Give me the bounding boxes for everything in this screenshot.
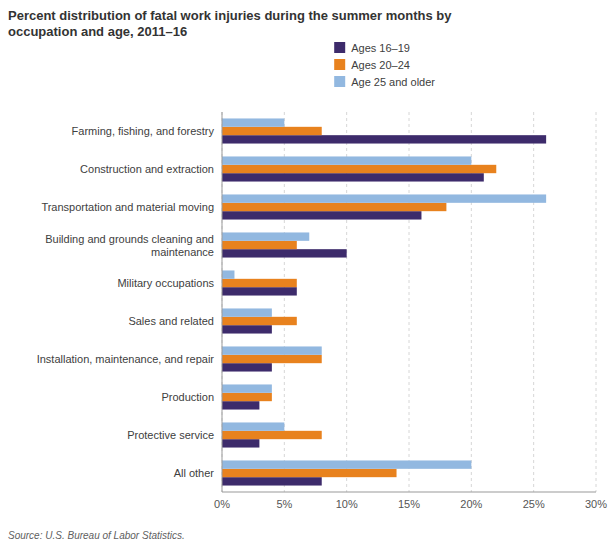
bar [222, 363, 272, 371]
text-line: Production [161, 391, 214, 403]
bar [222, 249, 347, 257]
bar [222, 317, 297, 325]
text-line: Building and grounds cleaning and [45, 233, 214, 245]
category-label: Construction and extraction [80, 163, 214, 175]
legend-label: Age 25 and older [351, 76, 435, 88]
bar [222, 431, 322, 439]
category-label: All other [174, 467, 215, 479]
bar [222, 173, 484, 181]
x-tick-label: 0% [214, 498, 230, 510]
chart-container: Percent distribution of fatal work injur… [0, 0, 613, 547]
text-line: Military occupations [117, 277, 214, 289]
x-tick-label: 5% [276, 498, 292, 510]
bar [222, 203, 446, 211]
category-label: Protective service [127, 429, 214, 441]
category-label: Production [161, 391, 214, 403]
bar [222, 165, 496, 173]
bar [222, 194, 546, 202]
chart-svg: Percent distribution of fatal work injur… [0, 0, 613, 547]
bar [222, 477, 322, 485]
bar [222, 156, 471, 164]
legend-swatch [334, 42, 345, 53]
bar [222, 355, 322, 363]
bar [222, 270, 234, 278]
text-line: Percent distribution of fatal work injur… [8, 8, 452, 23]
bar [222, 469, 397, 477]
bar [222, 325, 272, 333]
bar [222, 439, 259, 447]
category-label: Installation, maintenance, and repair [37, 353, 215, 365]
category-label: Military occupations [117, 277, 214, 289]
source: Source: U.S. Bureau of Labor Statistics. [8, 530, 185, 541]
bars [222, 118, 546, 485]
x-tick-label: 10% [336, 498, 358, 510]
grid-line [222, 112, 223, 492]
grid-line [533, 112, 534, 492]
legend-swatch [334, 76, 345, 87]
category-label: Transportation and material moving [41, 201, 214, 213]
bar [222, 127, 322, 135]
category-label: Building and grounds cleaning andmainten… [45, 233, 214, 258]
category-label: Sales and related [128, 315, 214, 327]
x-tick-label: 20% [460, 498, 482, 510]
text-line: Farming, fishing, and forestry [72, 125, 215, 137]
title: Percent distribution of fatal work injur… [8, 8, 452, 39]
legend-label: Ages 20–24 [351, 59, 410, 71]
text-line: maintenance [151, 246, 214, 258]
bar [222, 118, 284, 126]
category-label: Farming, fishing, and forestry [72, 125, 215, 137]
text-line: Protective service [127, 429, 214, 441]
text-line: Construction and extraction [80, 163, 214, 175]
legend: Ages 16–19 Ages 20–24 Age 25 and older [334, 42, 435, 88]
bar [222, 460, 471, 468]
grid [222, 112, 596, 492]
y-axis-line [222, 112, 223, 492]
bar [222, 279, 297, 287]
bar [222, 393, 272, 401]
bar [222, 401, 259, 409]
text-line: Installation, maintenance, and repair [37, 353, 215, 365]
text-line: Transportation and material moving [41, 201, 214, 213]
bar [222, 384, 272, 392]
bar [222, 211, 421, 219]
bar [222, 287, 297, 295]
bar [222, 241, 297, 249]
legend-swatch [334, 59, 345, 70]
x-tick-label: 25% [523, 498, 545, 510]
text-line: Sales and related [128, 315, 214, 327]
legend-label: Ages 16–19 [351, 42, 410, 54]
x-tick-label: 30% [585, 498, 607, 510]
x-tick-label: 15% [398, 498, 420, 510]
text-line: occupation and age, 2011–16 [8, 24, 187, 39]
bar [222, 346, 322, 354]
bar [222, 308, 272, 316]
grid-line [596, 112, 597, 492]
bar [222, 135, 546, 143]
bar [222, 422, 284, 430]
bar [222, 232, 309, 240]
text-line: All other [174, 467, 215, 479]
x-axis-line [222, 492, 596, 493]
